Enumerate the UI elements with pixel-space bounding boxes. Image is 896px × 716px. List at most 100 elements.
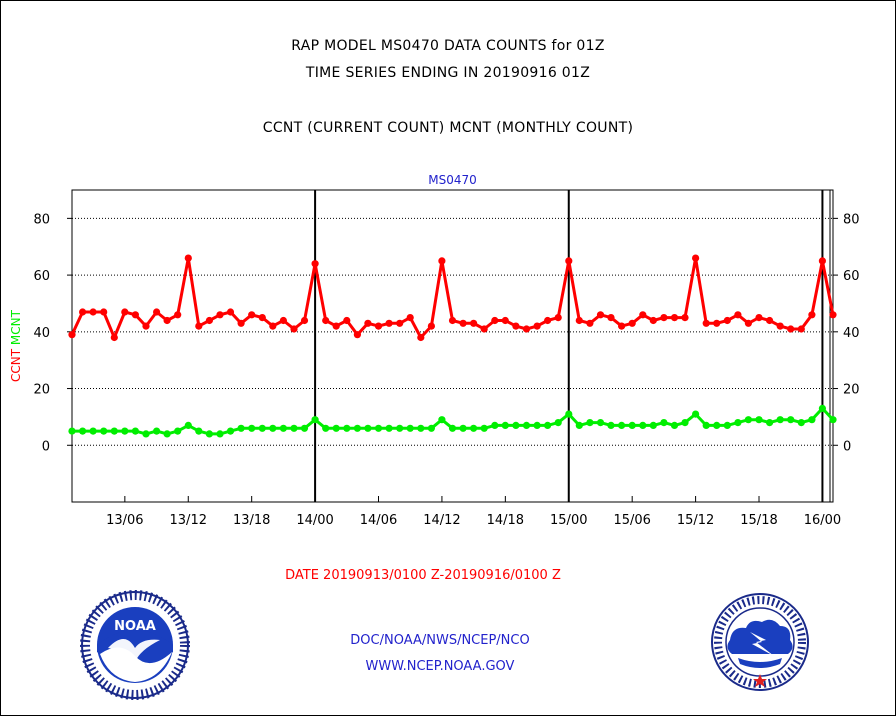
- data-point-mcnt: [269, 424, 277, 432]
- data-point-mcnt: [142, 430, 150, 438]
- noaa-logo-icon: NOAA: [80, 590, 190, 700]
- data-point-mcnt: [427, 424, 435, 432]
- data-point-ccnt: [205, 316, 213, 325]
- data-point-ccnt: [618, 322, 626, 330]
- data-point-ccnt: [121, 308, 129, 316]
- data-point-ccnt: [353, 331, 361, 339]
- data-point-mcnt: [607, 421, 615, 429]
- data-point-mcnt: [343, 424, 351, 432]
- data-point-mcnt: [385, 424, 393, 432]
- noaa-logo-text: NOAA: [114, 619, 156, 634]
- x-tick-label: 14/18: [487, 513, 524, 528]
- data-point-mcnt: [702, 421, 710, 429]
- data-point-mcnt: [755, 416, 763, 424]
- data-point-mcnt: [110, 427, 118, 435]
- data-point-ccnt: [702, 319, 710, 327]
- data-point-mcnt: [565, 410, 573, 418]
- data-point-mcnt: [575, 421, 583, 429]
- data-point-ccnt: [649, 316, 657, 325]
- y-axis-label: CCNT MCNT: [9, 309, 23, 382]
- x-tick-label: 14/12: [423, 513, 460, 528]
- data-point-ccnt: [216, 311, 224, 319]
- y-tick-label-left: 40: [33, 326, 50, 341]
- data-point-mcnt: [68, 427, 76, 435]
- data-point-mcnt: [163, 430, 171, 438]
- nws-logo-icon: [711, 593, 809, 691]
- data-point-mcnt: [480, 424, 488, 432]
- data-point-mcnt: [396, 424, 404, 432]
- data-point-mcnt: [174, 427, 182, 435]
- data-point-mcnt: [618, 421, 626, 429]
- data-point-mcnt: [808, 416, 816, 424]
- data-point-ccnt: [776, 322, 784, 330]
- data-point-ccnt: [522, 325, 531, 333]
- data-point-mcnt: [797, 419, 805, 427]
- y-tick-label-right: 40: [843, 326, 860, 341]
- data-point-ccnt: [797, 325, 805, 333]
- data-point-mcnt: [438, 416, 446, 424]
- data-point-ccnt: [269, 322, 277, 330]
- data-point-ccnt: [713, 319, 721, 327]
- data-point-mcnt: [374, 424, 383, 432]
- data-point-ccnt: [480, 325, 488, 333]
- data-point-mcnt: [353, 424, 361, 432]
- data-point-mcnt: [734, 419, 742, 427]
- data-point-ccnt: [89, 308, 97, 316]
- x-tick-label: 13/18: [233, 513, 270, 528]
- data-point-mcnt: [787, 416, 795, 424]
- data-point-ccnt: [744, 319, 753, 327]
- data-point-mcnt: [364, 424, 372, 432]
- data-point-ccnt: [639, 311, 647, 319]
- data-point-mcnt: [195, 427, 203, 435]
- x-tick-label: 15/06: [613, 513, 650, 528]
- y-tick-label-right: 0: [843, 439, 851, 454]
- data-point-ccnt: [470, 319, 478, 327]
- data-point-mcnt: [512, 421, 520, 429]
- data-point-mcnt: [544, 421, 552, 429]
- data-point-mcnt: [100, 427, 108, 435]
- data-point-ccnt: [586, 319, 594, 327]
- data-point-ccnt: [628, 319, 636, 327]
- data-point-ccnt: [110, 333, 118, 342]
- data-point-ccnt: [406, 314, 414, 322]
- data-point-mcnt: [470, 424, 478, 432]
- data-point-ccnt: [396, 319, 404, 327]
- data-point-mcnt: [501, 421, 509, 429]
- data-point-ccnt: [343, 316, 351, 325]
- data-point-ccnt: [385, 319, 393, 327]
- data-point-mcnt: [818, 404, 827, 412]
- y-tick-label-left: 20: [33, 383, 50, 398]
- x-tick-label: 15/18: [740, 513, 777, 528]
- y-tick-label-left: 60: [33, 269, 50, 284]
- data-point-ccnt: [787, 325, 795, 333]
- footer-org-line[interactable]: DOC/NOAA/NWS/NCEP/NCO: [350, 633, 530, 648]
- data-point-mcnt: [248, 424, 256, 432]
- data-point-ccnt: [692, 254, 700, 262]
- y-tick-label-right: 60: [843, 269, 860, 284]
- data-point-mcnt: [184, 421, 192, 429]
- data-point-mcnt: [153, 427, 161, 435]
- data-point-ccnt: [174, 311, 182, 319]
- data-point-ccnt: [322, 316, 330, 325]
- data-point-ccnt: [670, 314, 679, 322]
- data-point-ccnt: [279, 316, 287, 325]
- data-point-mcnt: [628, 421, 636, 429]
- data-point-ccnt: [660, 314, 668, 322]
- x-axis-date-label: DATE 20190913/0100 Z-20190916/0100 Z: [285, 568, 561, 583]
- data-point-mcnt: [290, 424, 298, 432]
- data-point-ccnt: [237, 319, 245, 327]
- data-point-mcnt: [89, 427, 97, 435]
- data-point-mcnt: [713, 421, 721, 429]
- data-point-ccnt: [448, 316, 457, 325]
- data-point-ccnt: [258, 314, 266, 322]
- data-point-ccnt: [512, 322, 520, 330]
- footer-url-line[interactable]: WWW.NCEP.NOAA.GOV: [365, 659, 515, 674]
- data-point-mcnt: [258, 424, 266, 432]
- data-point-ccnt: [100, 308, 108, 316]
- data-point-mcnt: [216, 430, 224, 438]
- data-point-mcnt: [332, 424, 340, 432]
- data-point-ccnt: [195, 322, 203, 330]
- data-point-mcnt: [776, 416, 784, 424]
- y-tick-label-left: 80: [33, 212, 50, 227]
- x-tick-label: 16/00: [804, 513, 841, 528]
